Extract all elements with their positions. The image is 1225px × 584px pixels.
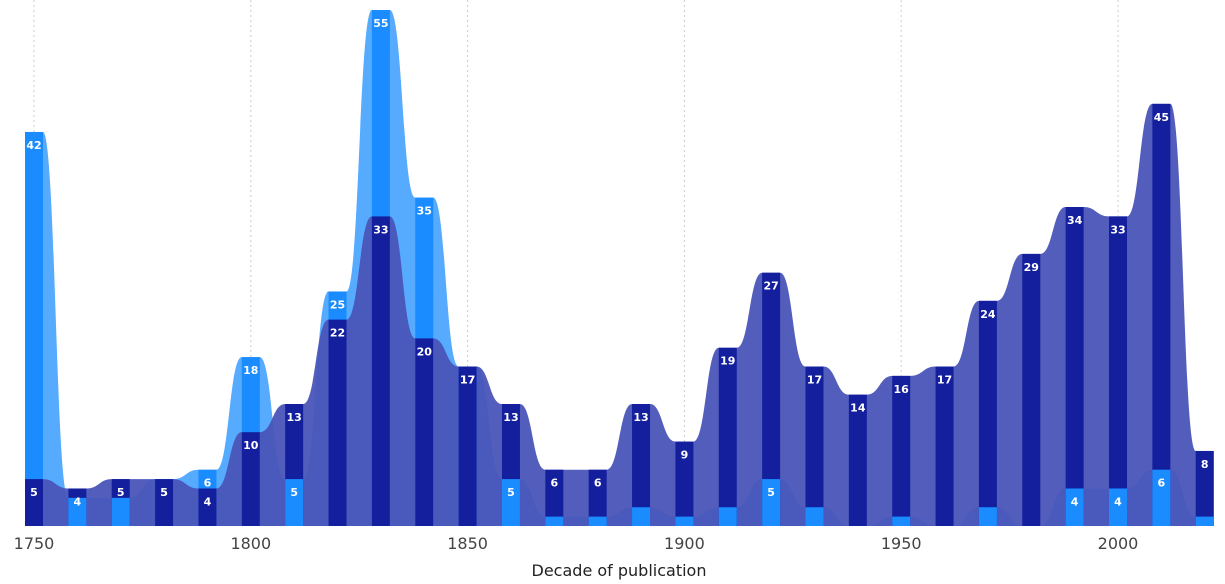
bar-series-0	[1109, 488, 1127, 526]
bar-series-0	[68, 497, 87, 526]
data-label: 5	[767, 486, 775, 499]
bar-series-1	[25, 479, 43, 526]
x-tick-label: 1950	[881, 534, 922, 553]
data-label: 17	[937, 374, 952, 387]
bar-series-1	[415, 338, 434, 526]
x-tick-label: 1900	[664, 534, 705, 553]
bar-series-1	[805, 366, 824, 526]
data-label: 19	[720, 355, 735, 368]
data-label: 17	[460, 374, 475, 387]
x-axis-title: Decade of publication	[532, 561, 707, 580]
data-label: 55	[373, 17, 388, 30]
bar-series-1	[371, 216, 390, 526]
bar-series-1	[848, 394, 867, 526]
bar-series-0	[632, 507, 651, 526]
data-label: 5	[117, 486, 125, 499]
bar-series-1	[978, 300, 997, 526]
bar-series-1	[1022, 253, 1041, 526]
data-label: 33	[373, 223, 388, 236]
bar-series-1	[155, 479, 174, 526]
bar-series-0	[1065, 488, 1084, 526]
data-label: 6	[1158, 477, 1166, 490]
bar-series-0	[25, 131, 43, 527]
data-label: 13	[287, 411, 302, 424]
bar-series-0	[501, 479, 520, 526]
bar-series-1	[588, 469, 607, 526]
data-label: 33	[1110, 223, 1125, 236]
bar-series-1	[328, 319, 347, 526]
x-axis-ticks: 1750 1800 1850 1900 1950 2000	[14, 534, 1139, 553]
data-label: 27	[763, 280, 778, 293]
data-label: 22	[330, 327, 345, 340]
bar-series-1	[675, 441, 694, 526]
bar-series-0	[978, 507, 997, 526]
data-label: 34	[1067, 214, 1083, 227]
x-tick-label: 2000	[1098, 534, 1139, 553]
data-label: 5	[160, 486, 168, 499]
x-tick-label: 1850	[447, 534, 488, 553]
data-label: 14	[850, 402, 866, 415]
bar-series-1	[545, 469, 564, 526]
data-label: 5	[507, 486, 515, 499]
data-label: 17	[460, 374, 475, 387]
bar-series-0	[1152, 469, 1171, 526]
bar-series-1	[892, 375, 911, 526]
data-label: 24	[980, 308, 996, 321]
columns	[25, 10, 1214, 527]
bar-series-1	[1195, 450, 1214, 526]
data-label: 17	[807, 374, 822, 387]
data-label: 16	[894, 383, 910, 396]
bar-series-1	[1152, 103, 1171, 527]
data-label: 4	[74, 495, 82, 508]
data-label: 13	[503, 411, 518, 424]
ribbon-areas	[25, 10, 1214, 527]
bar-series-1	[198, 488, 217, 526]
bar-series-1	[632, 404, 651, 526]
data-label: 4	[1114, 495, 1122, 508]
bar-series-0	[762, 479, 781, 526]
data-label: 6	[204, 477, 212, 490]
x-tick-label: 1800	[230, 534, 271, 553]
data-label: 25	[330, 298, 345, 311]
bar-series-1	[241, 432, 260, 526]
data-label: 35	[417, 205, 432, 218]
data-label: 5	[160, 486, 168, 499]
data-label: 13	[633, 411, 648, 424]
data-label: 10	[243, 439, 259, 452]
x-tick-label: 1750	[14, 534, 55, 553]
data-label: 5	[290, 486, 298, 499]
bar-series-0	[545, 516, 564, 526]
ribbon-series-1	[25, 103, 1214, 527]
bar-series-0	[588, 516, 607, 526]
bar-series-0	[675, 516, 694, 526]
data-label: 4	[204, 495, 212, 508]
data-label: 9	[681, 449, 689, 462]
bar-series-1	[762, 272, 781, 526]
data-label: 18	[243, 364, 258, 377]
data-label: 5	[30, 486, 38, 499]
data-label: 29	[1024, 261, 1039, 274]
bar-series-1	[1065, 207, 1084, 526]
data-label: 8	[1201, 458, 1209, 471]
data-label: 4	[1071, 495, 1079, 508]
bar-series-0	[805, 507, 824, 526]
bar-series-1	[458, 366, 477, 526]
bar-series-1	[718, 347, 737, 526]
data-label: 6	[594, 477, 602, 490]
data-label: 42	[26, 139, 41, 152]
bar-series-0	[285, 479, 304, 526]
bar-series-0	[1195, 516, 1214, 526]
bar-series-0	[111, 497, 130, 526]
bar-series-0	[718, 507, 737, 526]
data-label: 45	[1154, 111, 1169, 124]
data-label: 20	[417, 345, 433, 358]
data-label: 6	[550, 477, 558, 490]
bar-series-1	[935, 366, 954, 526]
bar-series-1	[1109, 216, 1127, 526]
bar-series-0	[892, 516, 911, 526]
